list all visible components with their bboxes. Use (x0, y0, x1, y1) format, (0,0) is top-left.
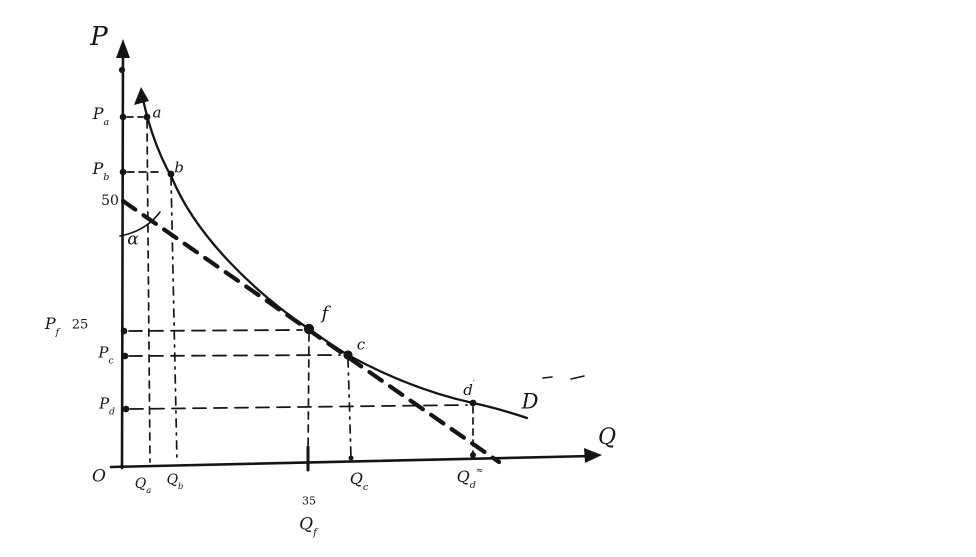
curve-top-arrowhead-icon (134, 87, 149, 105)
point-d-dot (469, 399, 477, 407)
angle-alpha-label: α (127, 229, 139, 250)
ytick-pa: Pa (92, 104, 110, 129)
point-a-label: a (152, 103, 162, 122)
guide-v-qc (347, 358, 352, 459)
point-f-label: f (321, 303, 329, 324)
y-axis-dot (118, 66, 126, 74)
guide-v-qa (146, 120, 151, 463)
guide-h-pd (129, 404, 468, 410)
angle-arc (119, 211, 161, 237)
point-f-dot (303, 323, 315, 335)
demand-curve (140, 93, 529, 420)
y-axis-dot-pa (119, 113, 127, 121)
guide-h-pf (128, 329, 303, 332)
point-a-dot (143, 113, 151, 121)
point-b-label: b (174, 158, 184, 177)
y-axis-title: P (90, 22, 108, 52)
ytick-pf-value-25: 25 (71, 317, 89, 333)
point-b-dot (167, 170, 175, 178)
x-axis-title: Q (597, 425, 617, 450)
x-axis-dot-qc (348, 455, 354, 461)
ink-speck (542, 376, 553, 379)
x-axis-arrowhead-icon (584, 448, 602, 463)
point-d-label: d′ (463, 378, 475, 399)
y-axis-arrowhead-icon (116, 39, 130, 58)
xtick-qf: Qf (299, 514, 317, 539)
guide-h-pc (128, 354, 341, 357)
guide-v-qf (307, 333, 310, 462)
y-axis-line (120, 46, 125, 470)
ink-speck (570, 375, 585, 380)
curve-d-label: D (521, 389, 539, 414)
y-axis-dot-pb (119, 168, 127, 176)
y-axis-dot-pc (121, 352, 129, 360)
origin-label: O (92, 466, 106, 487)
xtick-qc: Qc (349, 469, 369, 494)
x-axis-dot-qd (470, 452, 476, 458)
point-c-label: c (356, 335, 366, 354)
x-axis-line (109, 454, 594, 469)
xtick-qa: Qa (134, 475, 152, 496)
ytick-pc: Pc (98, 343, 114, 367)
ytick-pf: Pf (44, 314, 60, 339)
xtick-qd: Qd≈ (456, 465, 484, 492)
ytick-50: 50 (101, 193, 119, 209)
point-c-dot (343, 350, 353, 360)
xtick-qb: Qb (166, 471, 184, 492)
y-axis-dot-pf (120, 327, 128, 335)
guide-v-qb (170, 176, 178, 463)
ytick-pd: Pd (99, 394, 115, 418)
ytick-pb: Pb (92, 159, 110, 184)
xtick-qf-value-35: 35 (302, 494, 316, 508)
y-axis-dot-pd (122, 405, 130, 413)
